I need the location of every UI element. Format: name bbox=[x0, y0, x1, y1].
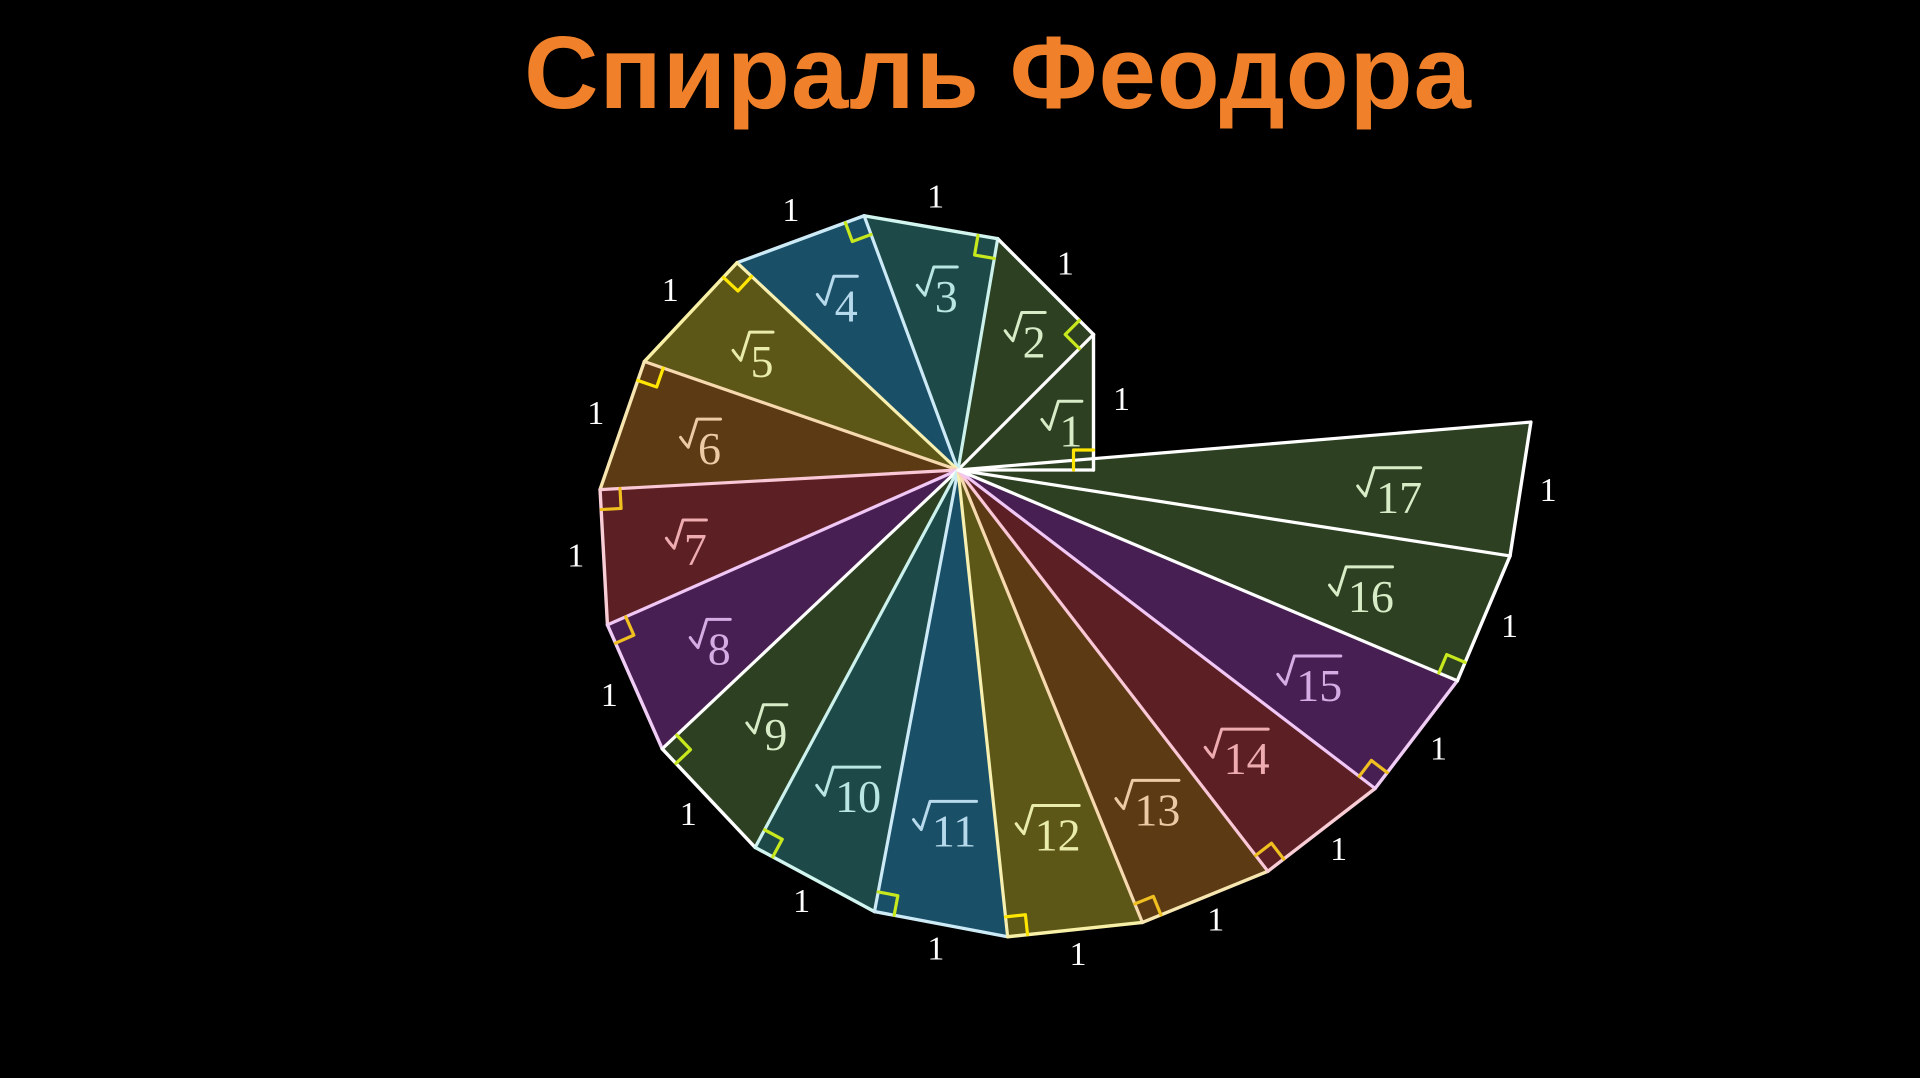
svg-text:1: 1 bbox=[1059, 405, 1082, 456]
svg-text:1: 1 bbox=[1207, 902, 1224, 939]
svg-text:16: 16 bbox=[1348, 571, 1394, 622]
svg-text:13: 13 bbox=[1134, 785, 1180, 836]
svg-text:1: 1 bbox=[662, 272, 679, 309]
svg-text:14: 14 bbox=[1224, 733, 1270, 784]
svg-text:1: 1 bbox=[782, 192, 799, 229]
svg-text:3: 3 bbox=[935, 271, 958, 322]
svg-text:1: 1 bbox=[1113, 381, 1130, 418]
svg-text:1: 1 bbox=[793, 883, 810, 920]
svg-text:12: 12 bbox=[1035, 810, 1081, 861]
svg-text:7: 7 bbox=[684, 524, 707, 575]
svg-text:2: 2 bbox=[1023, 317, 1046, 368]
svg-text:8: 8 bbox=[708, 624, 731, 675]
svg-text:1: 1 bbox=[587, 395, 604, 432]
svg-text:6: 6 bbox=[698, 423, 721, 474]
svg-text:10: 10 bbox=[835, 771, 881, 822]
svg-text:1: 1 bbox=[1070, 936, 1087, 973]
svg-text:1: 1 bbox=[601, 677, 618, 714]
svg-text:1: 1 bbox=[680, 796, 697, 833]
svg-text:11: 11 bbox=[932, 805, 976, 856]
svg-text:1: 1 bbox=[1540, 472, 1557, 509]
svg-text:1: 1 bbox=[1057, 246, 1074, 283]
svg-text:1: 1 bbox=[1501, 608, 1518, 645]
svg-text:1: 1 bbox=[927, 930, 944, 967]
svg-text:1: 1 bbox=[1430, 730, 1447, 767]
svg-text:5: 5 bbox=[751, 336, 774, 387]
svg-text:1: 1 bbox=[927, 178, 944, 215]
svg-text:1: 1 bbox=[567, 538, 584, 575]
svg-text:17: 17 bbox=[1376, 472, 1422, 523]
svg-text:9: 9 bbox=[764, 709, 787, 760]
svg-text:1: 1 bbox=[1330, 831, 1347, 868]
svg-text:15: 15 bbox=[1296, 660, 1342, 711]
svg-text:4: 4 bbox=[835, 280, 858, 331]
